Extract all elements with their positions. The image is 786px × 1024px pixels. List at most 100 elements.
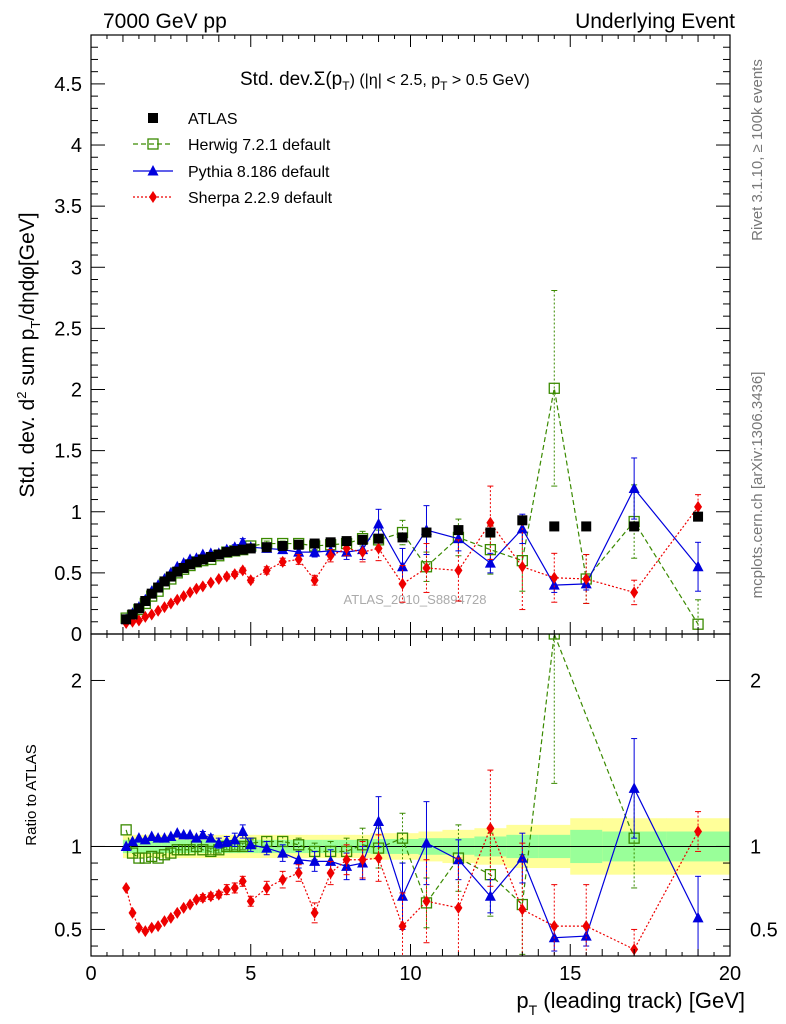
data-point: [238, 564, 247, 577]
data-point: [454, 901, 463, 914]
data-point: [628, 782, 640, 793]
data-point: [486, 822, 495, 835]
data-point: [373, 815, 385, 827]
data-point: [213, 837, 225, 848]
data-point: [582, 920, 591, 933]
series-line: [125, 634, 635, 906]
legend-entry: ATLAS: [148, 111, 238, 128]
y-tick-label: 2: [71, 670, 82, 692]
data-point: [147, 165, 159, 176]
data-point: [550, 571, 559, 584]
top-series-atlas: [121, 511, 704, 625]
y-tick-label-right: 2: [750, 670, 761, 692]
data-point: [221, 835, 233, 846]
data-point: [629, 521, 640, 532]
data-point: [133, 852, 145, 864]
ratio-series-sherpa: [122, 769, 703, 956]
data-point: [139, 852, 151, 864]
data-point: [237, 544, 248, 555]
x-tick-label: 10: [399, 963, 421, 985]
data-point: [146, 830, 158, 841]
data-point: [159, 576, 170, 587]
data-point: [158, 849, 171, 861]
data-point: [186, 898, 195, 911]
data-point: [205, 832, 217, 843]
plot-title: Std. dev.Σ(pT) (|η| < 2.5, pT > 0.5 GeV): [240, 69, 530, 93]
data-point: [549, 521, 560, 532]
data-point: [452, 532, 464, 544]
data-point: [179, 901, 188, 914]
data-point: [160, 601, 169, 614]
y-tick-label: 0.5: [54, 563, 82, 585]
data-point: [198, 891, 207, 904]
data-point: [261, 542, 272, 553]
data-point: [213, 549, 224, 560]
y-tick-label-right: 1: [750, 836, 761, 858]
data-point: [229, 545, 240, 556]
y-tick-label: 4.5: [54, 74, 82, 96]
data-point: [262, 564, 271, 577]
ratio-axis-label: Ratio to ATLAS: [23, 744, 40, 845]
data-point: [214, 888, 223, 901]
data-point: [581, 521, 592, 532]
data-point: [179, 590, 188, 603]
data-point: [278, 555, 287, 568]
data-point: [184, 828, 196, 840]
data-point: [229, 833, 241, 845]
header-left: 7000 GeV pp: [103, 10, 227, 33]
data-point: [398, 577, 407, 590]
data-point: [141, 610, 150, 623]
data-point: [309, 538, 320, 549]
legend-entry: Pythia 8.186 default: [133, 164, 330, 181]
data-point: [420, 837, 432, 848]
data-point: [373, 533, 384, 544]
y-axis-label: Std. dev. d2 sum pT/dηdφ[GeV]: [14, 212, 43, 497]
x-tick-label: 15: [559, 963, 581, 985]
data-point: [325, 855, 337, 866]
data-point: [230, 881, 239, 894]
data-point: [173, 593, 182, 606]
data-point: [373, 517, 385, 529]
data-point: [154, 604, 163, 617]
data-point: [630, 586, 639, 599]
data-point: [245, 543, 256, 554]
data-point: [191, 556, 202, 567]
data-point: [628, 482, 640, 494]
data-point: [325, 537, 336, 548]
data-point: [166, 911, 175, 924]
data-point: [692, 911, 704, 923]
data-point: [548, 382, 560, 394]
data-point: [152, 852, 164, 864]
data-point: [197, 554, 208, 565]
series-line: [125, 388, 699, 625]
data-point: [222, 570, 231, 583]
data-point: [485, 527, 496, 538]
data-point: [165, 847, 177, 859]
data-point: [166, 597, 175, 610]
x-tick-label: 20: [719, 963, 741, 985]
data-point: [398, 920, 407, 933]
data-point: [486, 516, 495, 529]
data-point: [178, 562, 189, 573]
data-point: [178, 844, 190, 856]
data-point: [397, 890, 409, 901]
data-point: [237, 825, 249, 837]
data-point: [326, 549, 335, 562]
data-point: [310, 906, 319, 919]
data-point: [146, 588, 157, 599]
data-point: [421, 527, 432, 538]
data-point: [149, 191, 157, 203]
data-point: [580, 930, 592, 941]
data-point: [261, 842, 273, 853]
data-point: [122, 881, 131, 894]
data-point: [694, 500, 703, 513]
data-point: [693, 511, 704, 522]
data-point: [309, 546, 321, 557]
legend-label: Sherpa 2.2.9 default: [188, 190, 333, 207]
data-point: [221, 547, 232, 558]
rivet-label: Rivet 3.1.10, ≥ 100k events: [749, 59, 766, 241]
data-point: [154, 920, 163, 933]
y-tick-label: 0: [71, 624, 82, 646]
x-axis-label: pT (leading track) [GeV]: [516, 988, 745, 1018]
data-point: [341, 536, 352, 547]
